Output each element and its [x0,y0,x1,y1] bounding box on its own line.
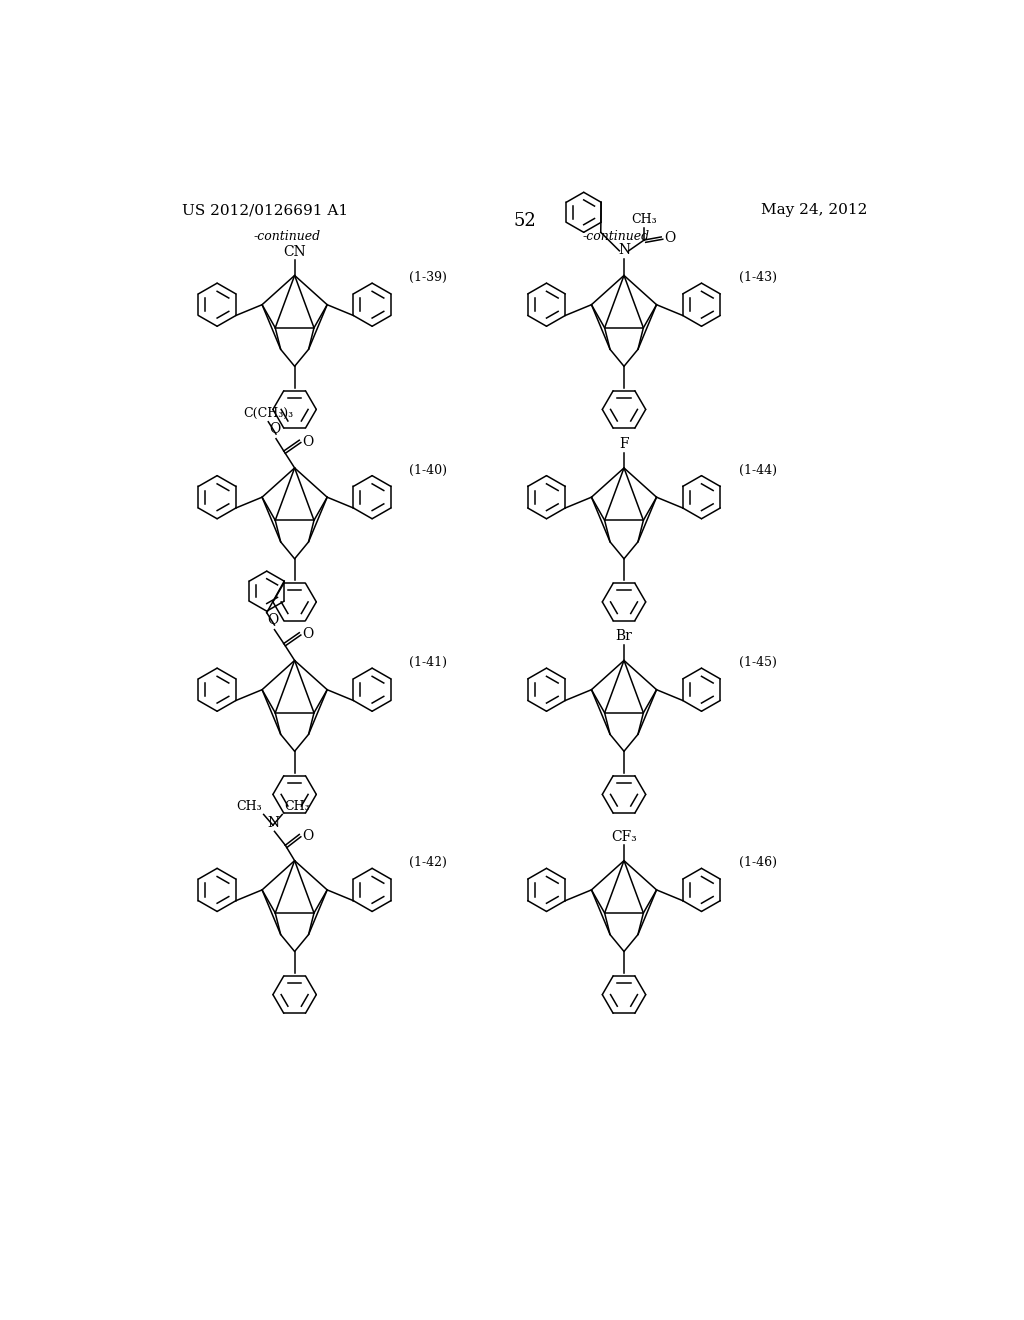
Text: May 24, 2012: May 24, 2012 [761,203,867,216]
Text: CH₃: CH₃ [632,213,657,226]
Text: 52: 52 [513,213,537,230]
Text: CH₃: CH₃ [237,800,262,813]
Text: CN: CN [284,244,306,259]
Text: O: O [302,434,313,449]
Text: -continued: -continued [253,230,321,243]
Text: -continued: -continued [583,230,650,243]
Text: (1-42): (1-42) [410,857,447,870]
Text: US 2012/0126691 A1: US 2012/0126691 A1 [182,203,348,216]
Text: CH₃: CH₃ [284,800,309,813]
Text: (1-39): (1-39) [410,271,447,284]
Text: (1-40): (1-40) [410,463,447,477]
Text: (1-43): (1-43) [738,271,776,284]
Text: N: N [617,243,630,257]
Text: N: N [267,816,279,830]
Text: O: O [665,231,676,246]
Text: O: O [267,612,279,627]
Text: CF₃: CF₃ [611,830,637,843]
Text: (1-41): (1-41) [410,656,447,669]
Text: F: F [620,437,629,451]
Text: (1-46): (1-46) [738,857,776,870]
Text: Br: Br [615,630,633,644]
Text: (1-45): (1-45) [738,656,776,669]
Text: C(CH₃)₃: C(CH₃)₃ [244,407,293,420]
Text: O: O [302,829,313,843]
Text: O: O [302,627,313,642]
Text: (1-44): (1-44) [738,463,776,477]
Text: O: O [269,421,281,436]
